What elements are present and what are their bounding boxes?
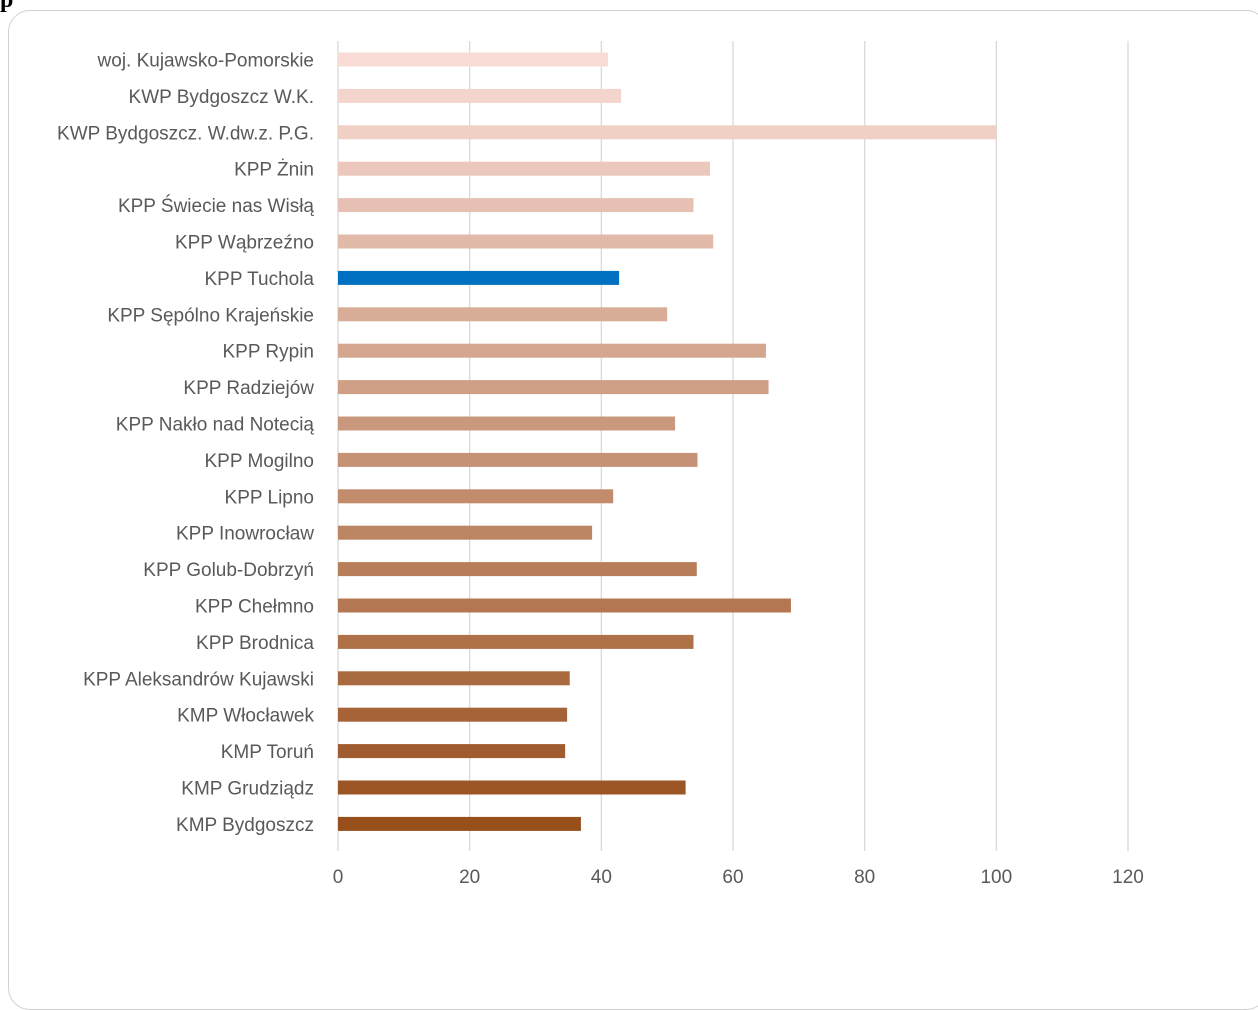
x-tick-label: 60 (722, 867, 743, 888)
category-label: KPP Wąbrzeźno (175, 233, 314, 254)
page-heading: p (0, 0, 14, 13)
x-tick-label: 20 (459, 867, 480, 888)
x-tick-label: 40 (591, 867, 612, 888)
bar (338, 744, 566, 759)
category-label: KPP Lipno (225, 487, 314, 508)
bar (338, 198, 694, 213)
bar (338, 270, 620, 285)
bar (338, 525, 593, 540)
category-label: KMP Toruń (221, 742, 314, 763)
category-label: KPP Sępólno Krajeńskie (107, 305, 314, 326)
bar (338, 634, 694, 649)
bar (338, 234, 714, 249)
bar (338, 343, 766, 358)
category-label: KMP Włocławek (177, 706, 314, 727)
category-label: KPP Brodnica (196, 633, 314, 654)
category-label: KPP Inowrocław (176, 524, 314, 545)
bar (338, 489, 614, 504)
category-label: KPP Golub-Dobrzyń (143, 560, 314, 581)
x-axis-ticks: 0 20 40 60 80 100 120 (333, 867, 1144, 888)
x-tick-label: 100 (980, 867, 1012, 888)
bar (338, 816, 581, 831)
category-label: KPP Żnin (234, 160, 314, 181)
bar (338, 416, 676, 431)
x-tick-label: 0 (333, 867, 344, 888)
category-label: KMP Grudziądz (181, 779, 314, 800)
bar (338, 780, 686, 795)
category-label: KPP Chełmno (195, 597, 314, 618)
bar (338, 380, 769, 395)
bar (338, 125, 997, 140)
bars (338, 52, 997, 831)
bar (338, 562, 697, 577)
bar (338, 88, 622, 103)
category-label: KMP Bydgoszcz (176, 815, 314, 836)
x-tick-label: 120 (1112, 867, 1144, 888)
bar-chart: woj. Kujawsko-Pomorskie KWP Bydgoszcz W.K… (57, 41, 1144, 888)
category-label: KWP Bydgoszcz W.K. (129, 87, 314, 108)
bar (338, 452, 698, 467)
chart-frame: woj. Kujawsko-Pomorskie KWP Bydgoszcz W.K… (8, 10, 1258, 1010)
category-label: woj. Kujawsko-Pomorskie (97, 51, 314, 72)
category-label: KPP Świecie nas Wisłą (118, 195, 314, 217)
category-label: KPP Mogilno (205, 451, 315, 472)
x-tick-label: 80 (854, 867, 875, 888)
category-label: KWP Bydgoszcz. W.dw.z. P.G. (57, 123, 314, 144)
bar (338, 598, 791, 613)
category-labels: woj. Kujawsko-Pomorskie KWP Bydgoszcz W.K… (57, 51, 314, 836)
category-label: KPP Rypin (222, 342, 314, 363)
category-label: KPP Tuchola (204, 269, 314, 290)
category-label: KPP Radziejów (183, 378, 314, 399)
bar (338, 307, 668, 322)
bar (338, 671, 570, 686)
bar (338, 161, 710, 176)
bar (338, 707, 568, 722)
bar (338, 52, 608, 67)
category-label: KPP Aleksandrów Kujawski (83, 669, 314, 690)
category-label: KPP Nakło nad Notecią (116, 415, 315, 436)
